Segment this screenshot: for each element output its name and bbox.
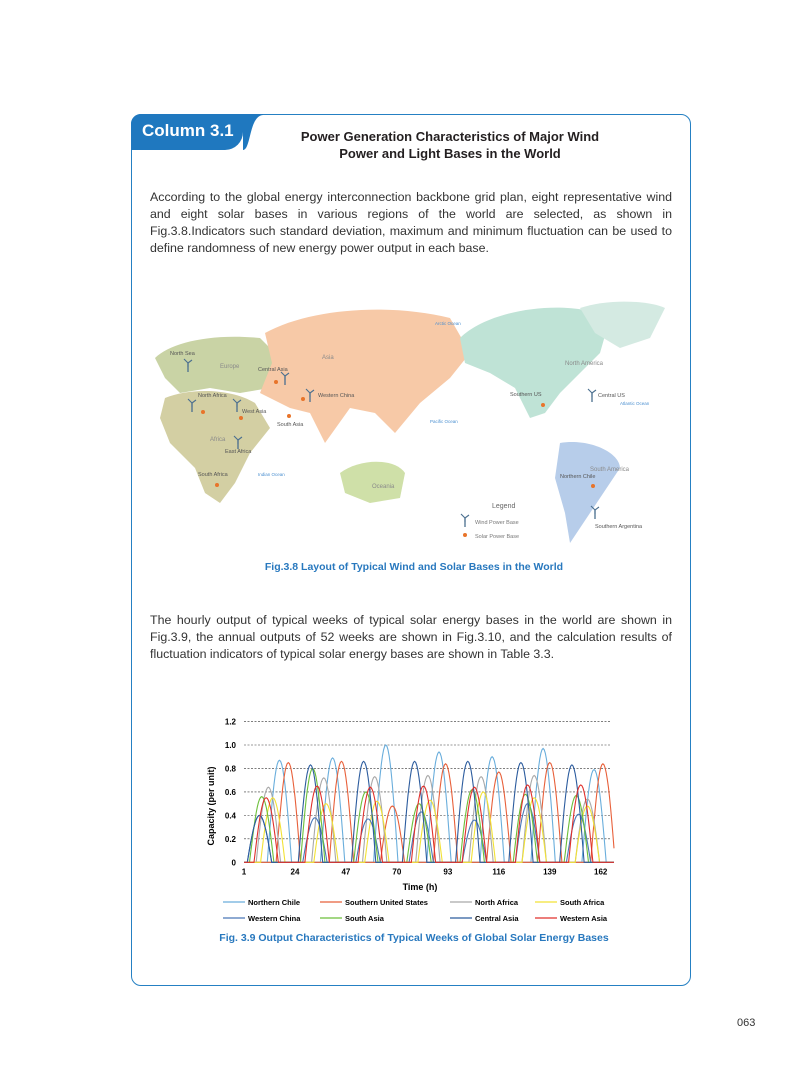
world-map: Europe Asia Africa Oceania North America Sout… [155, 301, 665, 543]
legend-entry: Northern Chile [223, 898, 300, 907]
wind-turbine-icon [590, 505, 600, 519]
solar-base-label: South Asia [277, 422, 304, 428]
y-tick-label: 0 [232, 858, 237, 867]
page-title: Power Generation Characteristics of Majo… [265, 128, 635, 162]
y-tick-label: 1.2 [225, 718, 237, 727]
asia-shape [260, 309, 470, 443]
page-number: 063 [737, 1017, 756, 1029]
wind-turbine-icon [183, 358, 193, 372]
column-label: Column 3.1 [131, 114, 243, 150]
wind-turbine-icon [187, 398, 197, 412]
legend-label: Northern Chile [248, 898, 300, 907]
solar-base-marker [287, 414, 291, 418]
y-axis-label: Capacity (per unit) [206, 766, 216, 845]
x-tick-label: 24 [291, 867, 300, 876]
x-tick-label: 93 [443, 867, 452, 876]
legend-label: South Africa [560, 898, 605, 907]
x-tick-label: 1 [242, 867, 247, 876]
intro-paragraph: According to the global energy interconn… [150, 190, 672, 255]
second-paragraph: The hourly output of typical weeks of ty… [150, 613, 672, 661]
solar-base-marker [541, 403, 545, 407]
south-america-shape [555, 442, 620, 543]
ocean-label: Indian Ocean [258, 472, 285, 477]
solar-base-marker [301, 397, 305, 401]
solar-base-label: South Africa [198, 472, 229, 478]
legend-wind: Wind Power Base [475, 520, 519, 526]
legend-entry: Western Asia [535, 914, 608, 923]
solar-base-marker [201, 410, 205, 414]
wind-turbine-icon [232, 398, 242, 412]
solar-base-marker [591, 484, 595, 488]
solar-base-label: Northern Chile [560, 474, 595, 480]
solar-base-marker [463, 533, 467, 537]
legend-label: North Africa [475, 898, 519, 907]
legend-entry: Central Asia [450, 914, 519, 923]
ocean-label: Atlantic Ocean [620, 401, 650, 406]
legend-title: Legend [492, 503, 515, 510]
oceania-shape [340, 461, 405, 503]
title-line-2: Power and Light Bases in the World [339, 146, 561, 161]
ocean-label: Arctic Ocean [435, 321, 461, 326]
x-tick-label: 70 [392, 867, 401, 876]
wind-base-label: Central Asia [258, 367, 289, 373]
solar-base-marker [239, 416, 243, 420]
solar-base-label: Southern US [510, 392, 542, 398]
legend-label: Central Asia [475, 914, 519, 923]
x-tick-label: 47 [341, 867, 350, 876]
wind-turbine-icon [460, 513, 470, 527]
wind-base-label: Southern Argentina [595, 524, 643, 530]
series-line-western-asia [244, 784, 614, 863]
north-america-shape [460, 307, 610, 418]
solar-base-marker [274, 380, 278, 384]
y-tick-label: 0.2 [225, 835, 237, 844]
x-tick-label: 162 [594, 867, 608, 876]
y-tick-label: 1.0 [225, 741, 237, 750]
region-label: Oceania [372, 484, 395, 490]
wind-base-label: North Africa [198, 393, 228, 399]
legend-label: Southern United States [345, 898, 428, 907]
legend-solar: Solar Power Base [475, 534, 519, 540]
x-tick-label: 139 [543, 867, 557, 876]
region-label: Africa [210, 437, 226, 443]
x-axis-label: Time (h) [403, 882, 438, 892]
wind-turbine-icon [587, 388, 597, 402]
europe-shape [155, 336, 275, 393]
wind-base-label: East Africa [225, 449, 252, 455]
tab-curve [243, 114, 263, 150]
wind-base-label: North Sea [170, 351, 196, 357]
region-label: South America [590, 467, 630, 473]
x-tick-label: 116 [492, 867, 505, 876]
legend-label: Western China [248, 914, 301, 923]
legend-entry: South Asia [320, 914, 385, 923]
wind-base-label: Central US [598, 393, 625, 399]
legend-label: Western Asia [560, 914, 608, 923]
title-line-1: Power Generation Characteristics of Majo… [300, 129, 600, 144]
y-tick-label: 0.4 [225, 811, 237, 820]
y-tick-label: 0.6 [225, 788, 237, 797]
chart-caption: Fig. 3.9 Output Characteristics of Typic… [219, 932, 609, 944]
wind-turbine-icon [233, 435, 243, 449]
wind-turbine-icon [305, 388, 315, 402]
greenland-shape [580, 301, 665, 348]
wind-turbine-icon [280, 371, 290, 385]
map-caption: Fig.3.8 Layout of Typical Wind and Solar… [264, 561, 564, 573]
africa-shape [160, 391, 270, 503]
column-box [131, 114, 691, 986]
region-label: Europe [220, 364, 240, 370]
wind-base-label: Western China [318, 393, 355, 399]
region-label: Asia [322, 355, 334, 361]
region-label: North America [565, 361, 604, 367]
wind-base-label: West Asia [242, 409, 267, 415]
legend-label: South Asia [345, 914, 385, 923]
solar-output-chart: 0 0.2 0.4 0.6 0.8 1.0 1.2 1 24 47 70 93 116 139 162 Ca… [206, 718, 615, 923]
legend-entry: North Africa [450, 898, 519, 907]
ocean-label: Pacific Ocean [430, 419, 458, 424]
legend-entry: Southern United States [320, 898, 428, 907]
y-tick-label: 0.8 [225, 764, 237, 773]
legend-entry: Western China [223, 914, 301, 923]
legend-entry: South Africa [535, 898, 605, 907]
solar-base-marker [215, 483, 219, 487]
